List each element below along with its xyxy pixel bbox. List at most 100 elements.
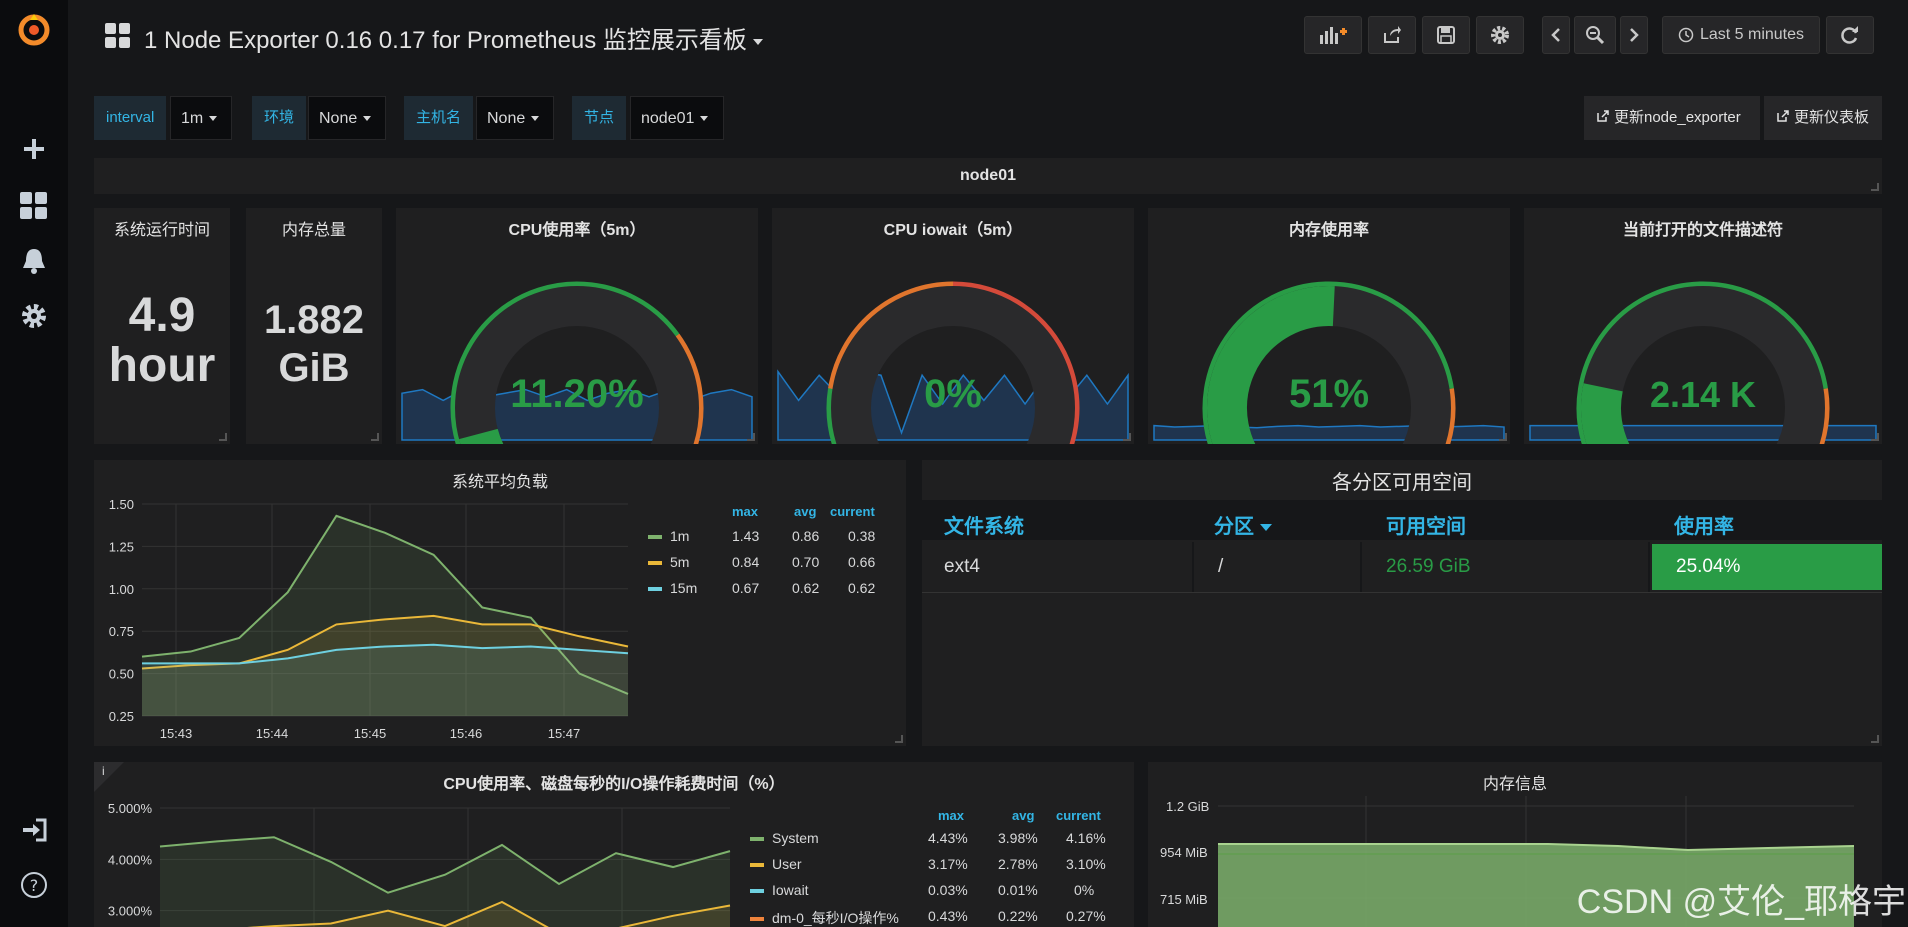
- sign-in-icon[interactable]: [14, 810, 54, 850]
- memory-info-chart[interactable]: [1148, 762, 1882, 927]
- legend-header-max: max: [732, 504, 759, 519]
- x-tick-label: 15:43: [160, 726, 193, 741]
- plus-icon[interactable]: [14, 129, 54, 169]
- update-exporter-link[interactable]: 更新node_exporter: [1584, 96, 1760, 140]
- var-select-hostname[interactable]: None: [476, 96, 554, 140]
- legend-item[interactable]: dm-0_每秒I/O操作%: [750, 908, 899, 927]
- var-value-node: node01: [641, 110, 695, 127]
- sort-desc-icon: [1260, 524, 1272, 532]
- panel-memory-info: 内存信息 1.2 GiB 954 MiB 715 MiB: [1148, 762, 1882, 927]
- col-header-usage[interactable]: 使用率: [1674, 516, 1734, 538]
- legend-header-avg: avg: [794, 504, 817, 519]
- col-header-filesystem[interactable]: 文件系统: [944, 516, 1024, 538]
- legend-current: 3.10%: [1066, 856, 1106, 872]
- legend-item[interactable]: Iowait: [750, 882, 809, 898]
- resize-handle[interactable]: [747, 433, 755, 441]
- share-button[interactable]: [1368, 16, 1416, 54]
- legend-name: System: [772, 830, 819, 846]
- y-tick-label: 715 MiB: [1160, 892, 1208, 907]
- panel-title: 系统运行时间: [113, 222, 210, 239]
- grafana-logo-icon[interactable]: [14, 10, 54, 50]
- var-select-interval[interactable]: 1m: [170, 96, 232, 140]
- system-load-chart[interactable]: 1.50 1.25 1.00 0.75 0.50 0.25 15:43 15:44 15:45 1…: [94, 460, 906, 746]
- resize-handle[interactable]: [1871, 183, 1879, 191]
- y-tick-label: 1.50: [109, 497, 134, 512]
- dashboard-title[interactable]: 1 Node Exporter 0.16 0.17 for Prometheus…: [144, 20, 763, 55]
- resize-handle[interactable]: [1871, 735, 1879, 743]
- legend-name: 5m: [670, 554, 690, 570]
- chevron-right-icon: [1630, 28, 1639, 42]
- series-line-15m: [142, 643, 629, 665]
- resize-handle[interactable]: [1499, 433, 1507, 441]
- cell-usage: 25.04%: [1676, 556, 1741, 577]
- legend-item[interactable]: User: [750, 856, 802, 872]
- help-icon[interactable]: ?: [14, 865, 54, 905]
- add-panel-button[interactable]: [1304, 16, 1362, 54]
- var-value-interval: 1m: [181, 110, 204, 127]
- open-fds-gauge: [1529, 281, 1877, 444]
- uptime-unit: hour: [108, 339, 216, 392]
- info-icon[interactable]: i: [102, 764, 105, 778]
- legend-item[interactable]: System: [750, 830, 819, 846]
- external-link-icon: [1777, 110, 1789, 122]
- col-header-free[interactable]: 可用空间: [1386, 516, 1466, 538]
- share-icon: [1384, 26, 1401, 43]
- resize-handle[interactable]: [371, 433, 379, 441]
- refresh-button[interactable]: [1826, 16, 1874, 54]
- legend-item[interactable]: 15m: [648, 580, 697, 596]
- resize-handle[interactable]: [895, 735, 903, 743]
- zoom-out-button[interactable]: [1574, 16, 1616, 54]
- sidebar: ?: [0, 0, 68, 927]
- col-header-mount[interactable]: 分区: [1214, 510, 1272, 539]
- legend-swatch: [750, 917, 764, 922]
- dashboards-icon[interactable]: [14, 186, 54, 226]
- settings-button[interactable]: [1476, 16, 1524, 54]
- time-forward-button[interactable]: [1620, 16, 1648, 54]
- time-back-button[interactable]: [1542, 16, 1570, 54]
- resize-handle[interactable]: [219, 433, 227, 441]
- legend-swatch: [750, 837, 764, 842]
- resize-handle[interactable]: [1123, 433, 1131, 441]
- gear-icon[interactable]: [14, 296, 54, 336]
- time-range-picker[interactable]: Last 5 minutes: [1662, 16, 1820, 54]
- gauge-fill: [1581, 383, 1630, 444]
- threshold-arc: [675, 333, 704, 444]
- watermark: CSDN @艾伦_耶格宇: [1576, 883, 1906, 921]
- var-value-hostname: None: [487, 110, 526, 127]
- var-value-env: None: [319, 110, 358, 127]
- caret-down-icon: [700, 116, 709, 122]
- series-area: [142, 515, 628, 716]
- threshold-arc: [1202, 281, 1454, 444]
- legend-current: 4.16%: [1066, 830, 1106, 846]
- x-tick-label: 15:44: [256, 726, 289, 741]
- dashboard-grid-icon[interactable]: [104, 22, 132, 55]
- uptime-value: 4.9: [128, 289, 196, 342]
- chevron-left-icon: [1551, 28, 1560, 42]
- resize-handle[interactable]: [1871, 433, 1879, 441]
- save-button[interactable]: [1422, 16, 1470, 54]
- legend-item[interactable]: 5m: [648, 554, 689, 570]
- gauge-track: [455, 286, 699, 444]
- memory-total-value: 1.882: [263, 298, 365, 342]
- cpu-io-chart[interactable]: 5.000% 4.000% 3.000%: [94, 762, 1134, 927]
- usage-cell-bg: [1652, 544, 1882, 590]
- legend-header-current: current: [1056, 808, 1101, 823]
- legend-item[interactable]: 1m: [648, 528, 689, 544]
- legend-avg: 0.01%: [998, 882, 1038, 898]
- update-dashboard-link[interactable]: 更新仪表板: [1764, 96, 1882, 140]
- caret-down-icon: [363, 116, 372, 122]
- threshold-arc: [1576, 281, 1828, 444]
- refresh-icon: [1841, 26, 1858, 44]
- var-select-node[interactable]: node01: [630, 96, 724, 140]
- panel-title: 各分区可用空间: [1332, 472, 1472, 494]
- bell-icon[interactable]: [14, 241, 54, 281]
- cpu-usage-gauge: [401, 281, 753, 444]
- var-select-env[interactable]: None: [308, 96, 386, 140]
- add-panel-icon: [1320, 27, 1347, 44]
- series-line-User: [247, 900, 731, 927]
- legend-max: 0.84: [732, 554, 760, 570]
- var-label-env: 环境: [252, 96, 307, 140]
- row-title[interactable]: node01: [94, 158, 1882, 194]
- update-dashboard-label: 更新仪表板: [1794, 109, 1870, 126]
- gear-icon: [1491, 26, 1509, 44]
